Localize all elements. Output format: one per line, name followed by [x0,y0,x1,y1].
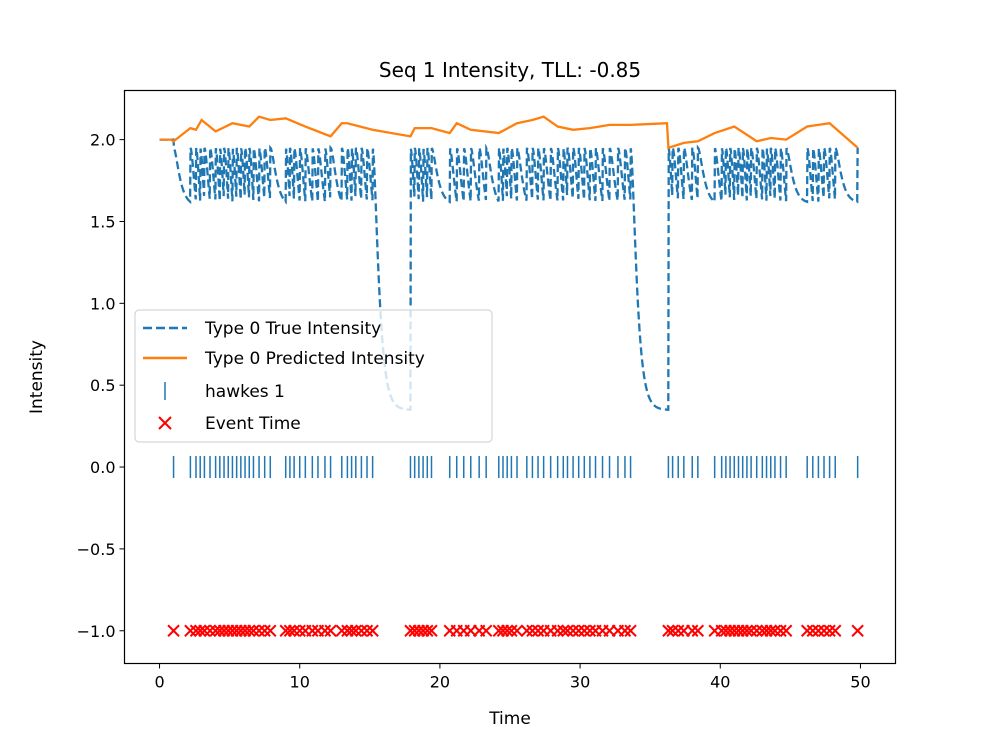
event-time-marker [345,624,358,637]
event-time-marker [425,624,438,637]
series-predicted-intensity [159,115,859,150]
event-time-marker [355,624,368,637]
legend-event-x-icon [158,416,172,430]
event-time-marker [479,624,493,637]
event-time-marker [557,624,570,637]
event-time-marker [360,624,374,637]
event-time-marker [293,624,306,637]
event-time-marker [662,624,675,637]
event-time-marker [764,624,777,637]
event-time-marker [800,624,814,637]
y-tick-label: −1.0 [77,622,116,641]
event-time-marker [750,624,763,637]
y-tick-label: 1.5 [90,212,115,231]
legend-label-true: Type 0 True Intensity [204,319,381,339]
legend-box [134,309,493,443]
event-time-marker [823,624,836,637]
event-time-marker [287,624,301,637]
event-time-marker [672,624,685,637]
event-time-marker [572,624,585,637]
legend-label-event: Event Time [205,414,301,434]
event-time-marker [551,624,564,637]
axes-frame [123,89,897,665]
y-tick-label: −0.5 [77,540,116,559]
event-time-marker [566,624,580,637]
event-time-marker [510,624,524,637]
event-time-marker [167,624,180,637]
y-axis-label: Intensity [27,340,47,414]
event-time-marker [258,624,271,637]
event-time-marker [366,624,379,637]
event-time-marker [264,624,277,637]
event-time-marker [306,624,319,637]
x-tick-label: 30 [570,673,590,692]
event-time-marker [531,624,545,637]
event-time-marker [779,624,793,637]
event-time-marker [324,624,337,637]
axis-ticks: 0 10 20 30 40 50 −1.0 −0.5 0.0 0.5 1.0 1.5 2.0 [77,131,871,692]
event-time-marker [505,624,518,637]
y-tick-label: 0.0 [90,458,115,477]
event-time-marker [744,624,758,637]
event-time-marker [500,624,514,637]
event-time-marker [829,624,842,637]
event-time-marker [768,624,782,637]
event-time-marker [666,624,679,637]
event-time-marker [578,624,591,637]
y-tick-label: 0.5 [90,376,115,395]
legend-label-pred: Type 0 Predicted Intensity [204,349,425,369]
event-time-marker [851,624,864,637]
event-time-marker [198,624,211,637]
x-axis-label: Time [488,709,531,729]
event-time-marker [561,624,574,637]
x-tick-label: 50 [850,673,870,692]
event-time-marker [283,624,297,637]
event-time-marker [624,624,637,637]
y-tick-label: 1.0 [90,294,115,313]
event-time-marker [618,624,632,637]
event-time-marker [774,624,787,637]
event-time-marker [583,624,597,637]
x-tick-label: 10 [290,673,310,692]
event-time-marker [349,624,363,637]
event-time-marker [421,624,434,637]
plot-area [159,115,864,637]
event-time-marker [335,624,348,637]
event-time-marker [691,624,705,637]
event-time-marker [812,624,825,637]
event-time-marker [193,624,207,637]
event-time-marker [318,624,332,637]
event-time-marker [686,624,699,637]
event-time-marker [817,624,831,637]
event-time-marker [247,624,260,637]
event-time-marker [203,624,217,637]
legend-label-hawkes: hawkes 1 [205,382,285,402]
x-tick-label: 20 [430,673,450,692]
x-tick-label: 40 [710,673,730,692]
event-time-marker [740,624,754,637]
legend: Type 0 True Intensity Type 0 Predicted I… [134,309,493,443]
event-time-marker [184,624,197,637]
event-time-marker [252,624,266,637]
event-time-marker [806,624,819,637]
event-time-marker [520,624,534,637]
x-tick-label: 0 [154,673,164,692]
event-time-marker [526,624,539,637]
series-true-intensity [159,138,859,411]
y-tick-label: 2.0 [90,131,115,150]
event-time-marker [243,624,256,637]
chart-title: Seq 1 Intensity, TLL: -0.85 [379,58,641,82]
